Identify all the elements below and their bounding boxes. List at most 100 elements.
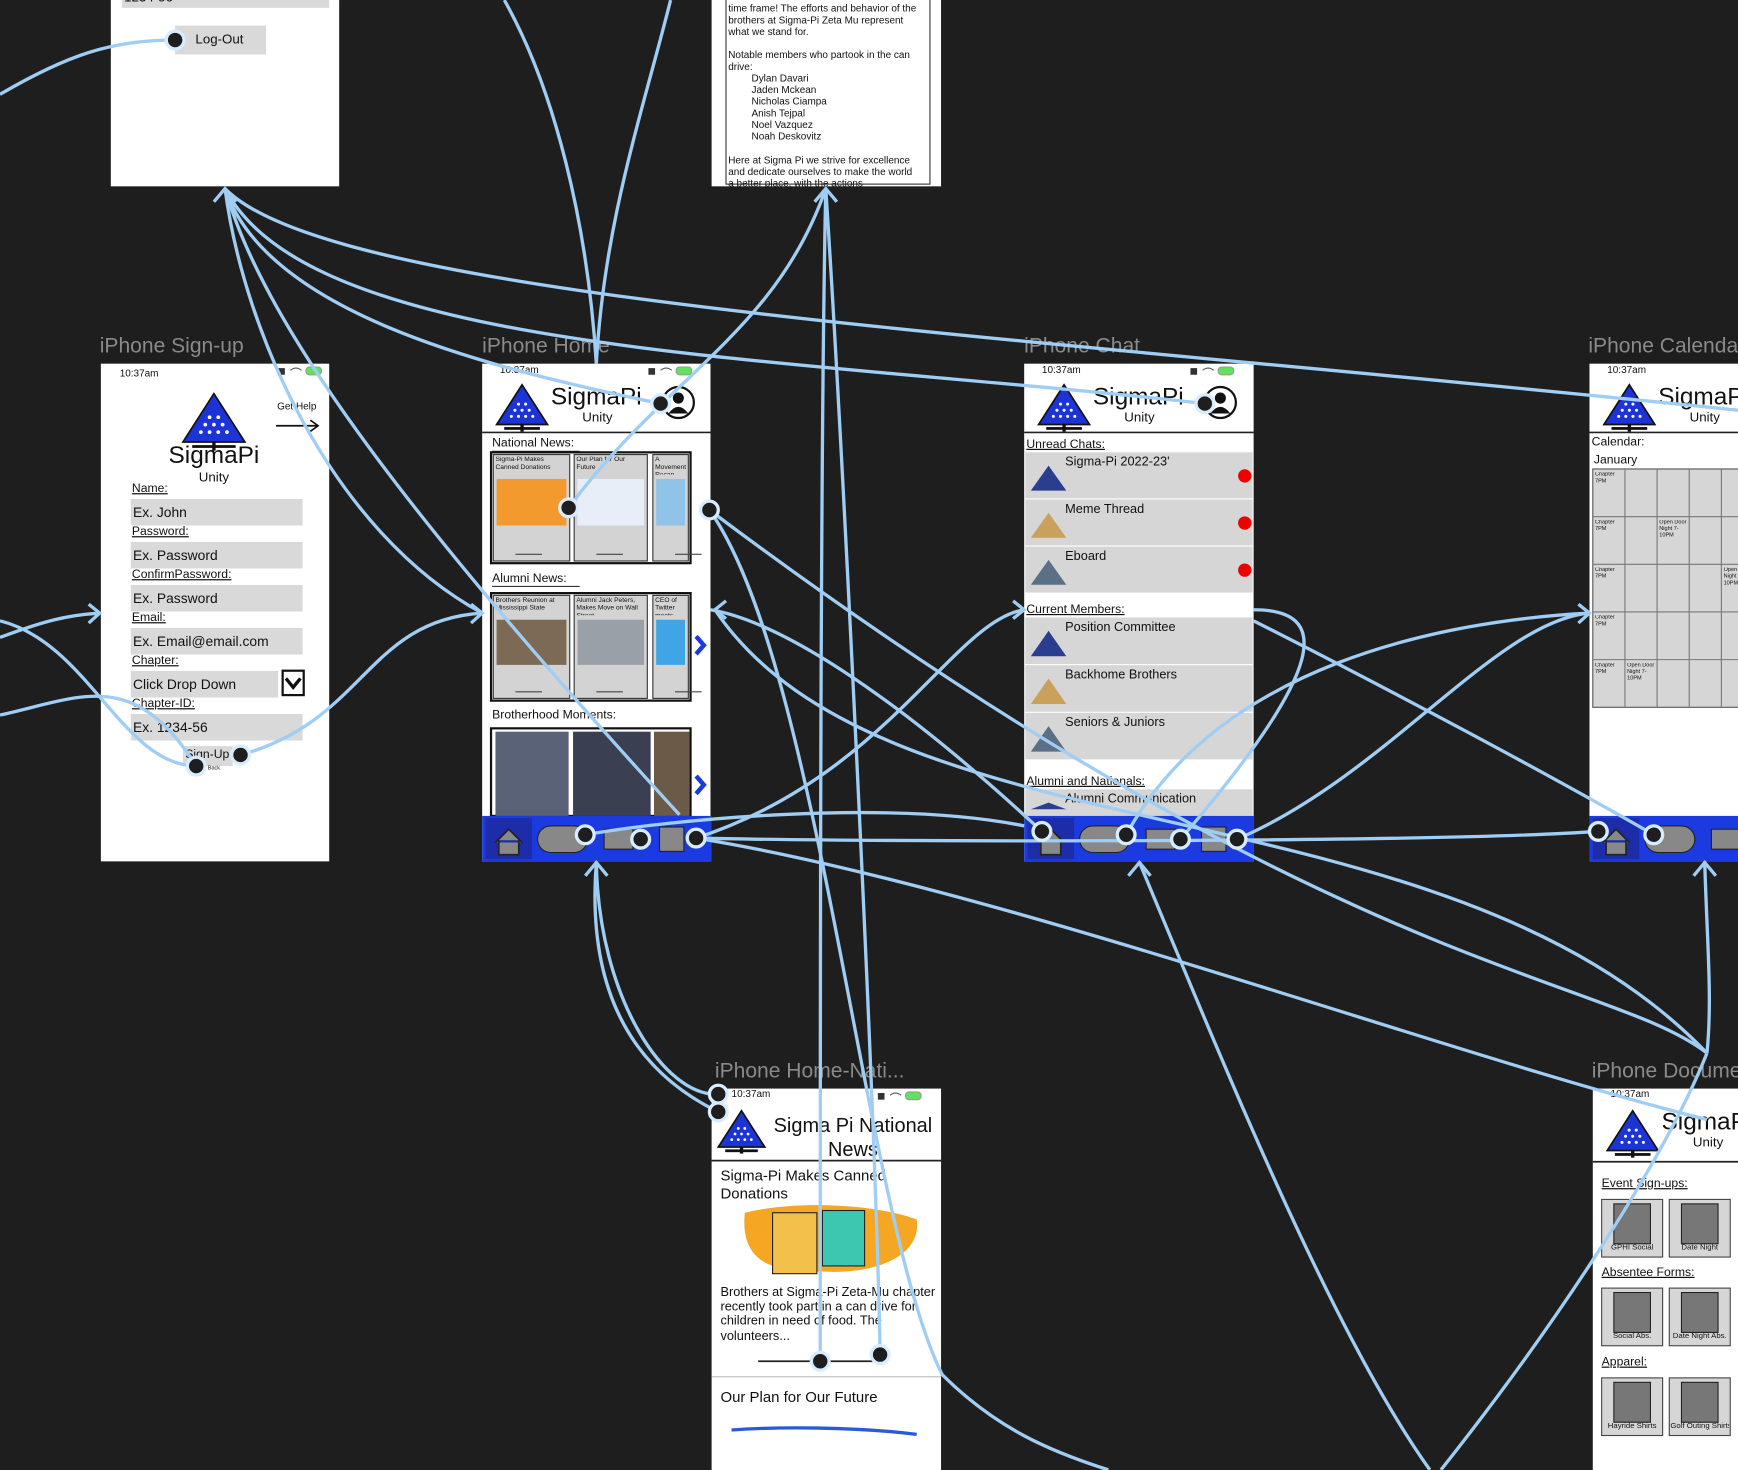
doc-icon <box>1613 1381 1651 1423</box>
article-image-book <box>772 1212 818 1275</box>
logo-star <box>1627 1128 1631 1132</box>
input-field[interactable] <box>130 670 279 698</box>
logo-bar <box>520 424 524 432</box>
section-heading: Absentee Forms: <box>1602 1265 1695 1279</box>
input-field[interactable] <box>130 713 303 741</box>
chat-row[interactable] <box>1025 499 1253 546</box>
unread-dot <box>1238 516 1252 530</box>
logo-star <box>1624 414 1628 418</box>
carousel-next[interactable] <box>694 774 707 796</box>
nav-home-icon <box>494 828 523 856</box>
card-title-box: Alumni Jack Peters, Makes Move on Wall S… <box>576 598 637 616</box>
logo-star <box>199 430 203 434</box>
wifi-icon <box>1202 367 1215 371</box>
chat-avatar <box>1030 726 1067 752</box>
chat-row[interactable] <box>1025 546 1253 593</box>
logo-star <box>1062 408 1066 412</box>
section-heading: National News: <box>492 436 574 450</box>
dropdown-chevron <box>284 677 302 690</box>
logout-button[interactable] <box>175 25 267 55</box>
signal-icon <box>877 1093 885 1100</box>
input-field[interactable] <box>130 627 303 655</box>
calendar-frame: 10:37amSigmaPiUnityCalendar:JanuaryChapt… <box>1589 363 1738 862</box>
carousel-next[interactable] <box>694 634 707 656</box>
calendar-event: Open Door Night 7-10PM <box>1723 567 1738 586</box>
doc-icon <box>1680 1291 1719 1333</box>
moment-photo <box>495 731 569 816</box>
card-title: CEO of Twitter meets with Sigma-Pi <box>655 597 677 616</box>
dropdown-toggle[interactable] <box>281 669 305 697</box>
field-label: Chapter-ID: <box>132 696 195 710</box>
input-placeholder: Ex. Password <box>133 590 218 606</box>
moment-photo <box>653 731 690 816</box>
chat-avatar <box>1030 512 1067 538</box>
chat-name: Sigma-Pi 2022-23' <box>1065 454 1169 469</box>
field-label: Password: <box>132 524 189 538</box>
month-label: January <box>1594 452 1638 466</box>
member-name: Anish Tejpal <box>752 108 806 119</box>
logo-star <box>743 1138 747 1142</box>
unread-dot <box>1238 563 1252 577</box>
battery-icon <box>905 1091 922 1101</box>
frame-label: iPhone Home <box>482 335 610 358</box>
chat-row[interactable] <box>1025 452 1253 499</box>
logo-star <box>1617 414 1621 418</box>
article-title-box: Sigma-Pi Makes Canned Donations <box>720 1167 886 1201</box>
logo-star <box>524 402 528 406</box>
plan-image <box>731 1426 917 1437</box>
logo-bar <box>1062 424 1066 432</box>
chat-avatar <box>1030 802 1067 810</box>
logo-star <box>516 414 521 418</box>
calendar-event: Chapter 7PM <box>1595 519 1615 532</box>
logo-star <box>212 422 216 427</box>
doc-caption: Date Night Abs. <box>1672 1332 1727 1341</box>
card-image <box>577 478 644 526</box>
chat-name: Eboard <box>1065 548 1106 563</box>
logo-star <box>509 414 513 418</box>
logo-star <box>1627 408 1631 412</box>
doc-caption: Golf Outing Shirts <box>1670 1422 1730 1430</box>
logo <box>181 392 247 443</box>
logo-star <box>736 1127 740 1130</box>
input-placeholder: Ex. Password <box>133 547 218 563</box>
input-placeholder: Ex. Email@email.com <box>133 633 269 649</box>
logo-star <box>1634 1128 1638 1132</box>
article-frame: time frame! The efforts and behavior of … <box>711 0 942 190</box>
chat-name: Seniors & Juniors <box>1065 714 1165 729</box>
status-time: 10:37am <box>732 1089 771 1100</box>
card-title-box: Sigma-Pi Makes Canned Donations <box>495 457 550 471</box>
frame-label: iPhone Calendar <box>1588 335 1738 358</box>
status-time: 10:37am <box>120 368 159 379</box>
chat-name: Backhome Brothers <box>1065 667 1177 682</box>
logo-star <box>736 1138 740 1142</box>
wifi-icon <box>290 367 302 371</box>
status-time: 10:37am <box>1607 365 1646 376</box>
calendar-event: Open Door Night 7-10PM <box>1627 662 1655 682</box>
card-image <box>496 478 567 526</box>
doc-caption-box: Date Night <box>1681 1244 1718 1252</box>
input-field[interactable] <box>130 584 303 612</box>
profile-frame: 1234-56 Log-Out <box>110 0 340 187</box>
logo-star <box>1620 408 1624 412</box>
frame-label: iPhone Home-Nati... <box>715 1060 905 1083</box>
article-line: what we stand for. <box>727 27 808 38</box>
wifi-icon <box>889 1092 902 1096</box>
logo-star <box>746 1132 750 1136</box>
logo-star <box>1069 408 1073 412</box>
input-field[interactable] <box>130 541 303 569</box>
field-label: Email: <box>132 610 166 624</box>
input-value: 1234-56 <box>124 0 173 4</box>
article-line: drive: <box>728 62 752 73</box>
input-field[interactable] <box>130 498 303 526</box>
calendar-event-box: Chapter 7PM <box>1595 615 1615 627</box>
logo-star <box>1058 402 1063 406</box>
brand-tagline: Unity <box>582 410 613 425</box>
documents-frame: 10:37amSigmaPiUnityEvent Sign-ups:GPHI S… <box>1592 1088 1738 1470</box>
logo-star <box>207 415 212 420</box>
logo-star <box>1631 414 1635 418</box>
section-heading: Alumni News: <box>492 571 567 585</box>
calendar-grid <box>1592 468 1738 708</box>
logo-star <box>524 414 528 418</box>
card-title: Brothers Reunion at Mississippi State <box>495 597 555 612</box>
field-label: Chapter: <box>132 653 179 667</box>
